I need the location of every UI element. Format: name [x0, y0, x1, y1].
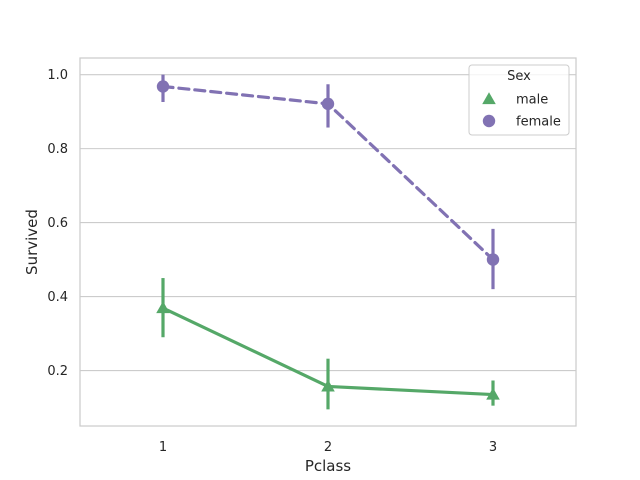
female-point: [321, 97, 335, 111]
legend-marker-male: [482, 92, 496, 105]
y-tick-label: 0.8: [47, 142, 68, 157]
x-axis-label: Pclass: [305, 457, 351, 475]
x-axis-ticks: 1 2 3: [159, 440, 497, 455]
series-female: [156, 74, 500, 290]
series-layer: [156, 74, 500, 410]
plot-frame: [79, 57, 577, 427]
legend-marker-female: [482, 114, 496, 128]
female-point: [156, 80, 170, 93]
male-point: [156, 301, 170, 314]
legend-items: male female: [482, 92, 561, 130]
x-tick-label: 1: [159, 440, 167, 455]
x-tick-label: 3: [489, 440, 497, 455]
male-point: [321, 379, 335, 392]
legend-label: male: [516, 93, 548, 108]
legend-item-female: female: [482, 114, 561, 130]
x-tick-label: 2: [324, 440, 332, 455]
y-tick-label: 0.2: [47, 364, 68, 379]
legend-item-male: male: [482, 92, 548, 108]
legend: Sex male female: [468, 64, 570, 136]
y-tick-label: 0.6: [47, 216, 68, 231]
legend-title: Sex: [507, 69, 531, 84]
legend-label: female: [516, 115, 561, 130]
female-point: [486, 253, 500, 266]
y-axis-ticks: 0.2 0.4 0.6 0.8 1.0: [47, 68, 68, 379]
y-tick-label: 0.4: [47, 290, 68, 305]
y-axis-label: Survived: [23, 209, 41, 275]
y-tick-label: 1.0: [47, 68, 68, 83]
male-point: [486, 387, 500, 400]
series-male: [156, 278, 500, 410]
